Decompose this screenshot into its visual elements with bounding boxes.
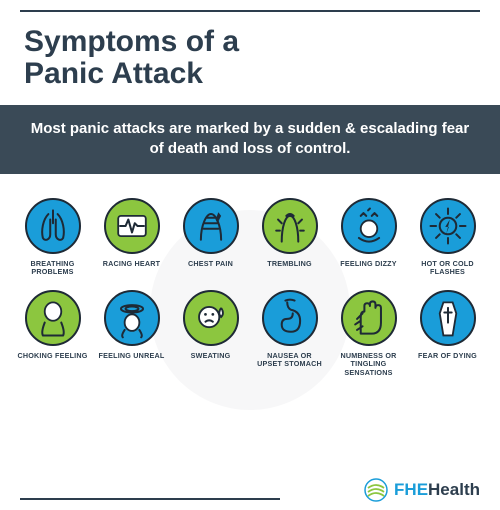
brand-logo: FHEHealth xyxy=(364,478,480,502)
coffin-icon xyxy=(420,290,476,346)
symptom-label: CHOKING FEELING xyxy=(17,352,87,360)
symptom-label: NAUSEA ORUPSET STOMACH xyxy=(257,352,322,369)
symptom-stomach: NAUSEA ORUPSET STOMACH xyxy=(253,290,326,377)
symptom-label: RACING HEART xyxy=(103,260,161,268)
symptom-grid: BREATHING PROBLEMS RACING HEART CHEST PAIN… xyxy=(0,174,500,387)
symptom-label: BREATHING PROBLEMS xyxy=(16,260,89,277)
symptom-tremble: TREMBLING xyxy=(253,198,326,277)
symptom-dizzy: FEELING DIZZY xyxy=(332,198,405,277)
logo-suffix: Health xyxy=(428,480,480,499)
hand-icon xyxy=(341,290,397,346)
sweat-icon xyxy=(183,290,239,346)
symptom-label: FEELING UNREAL xyxy=(99,352,165,360)
tremble-icon xyxy=(262,198,318,254)
logo-mark-icon xyxy=(364,478,388,502)
symptom-label: NUMBNESS ORTINGLING SENSATIONS xyxy=(332,352,405,377)
logo-prefix: FHE xyxy=(394,480,428,499)
symptom-flash: HOT OR COLD FLASHES xyxy=(411,198,484,277)
symptom-label: FEELING DIZZY xyxy=(340,260,397,268)
subtitle-banner: Most panic attacks are marked by a sudde… xyxy=(0,105,500,174)
unreal-icon xyxy=(104,290,160,346)
symptom-label: HOT OR COLD FLASHES xyxy=(411,260,484,277)
stomach-icon xyxy=(262,290,318,346)
symptom-choke: CHOKING FEELING xyxy=(16,290,89,377)
heart-icon xyxy=(104,198,160,254)
page-title: Symptoms of aPanic Attack xyxy=(0,12,500,105)
symptom-unreal: FEELING UNREAL xyxy=(95,290,168,377)
symptom-label: SWEATING xyxy=(191,352,231,360)
symptom-lungs: BREATHING PROBLEMS xyxy=(16,198,89,277)
symptom-coffin: FEAR OF DYING xyxy=(411,290,484,377)
lungs-icon xyxy=(25,198,81,254)
symptom-chest: CHEST PAIN xyxy=(174,198,247,277)
symptom-hand: NUMBNESS ORTINGLING SENSATIONS xyxy=(332,290,405,377)
symptom-label: CHEST PAIN xyxy=(188,260,233,268)
symptom-label: FEAR OF DYING xyxy=(418,352,477,360)
symptom-label: TREMBLING xyxy=(267,260,312,268)
flash-icon xyxy=(420,198,476,254)
symptom-heart: RACING HEART xyxy=(95,198,168,277)
dizzy-icon xyxy=(341,198,397,254)
symptom-sweat: SWEATING xyxy=(174,290,247,377)
choke-icon xyxy=(25,290,81,346)
chest-icon xyxy=(183,198,239,254)
